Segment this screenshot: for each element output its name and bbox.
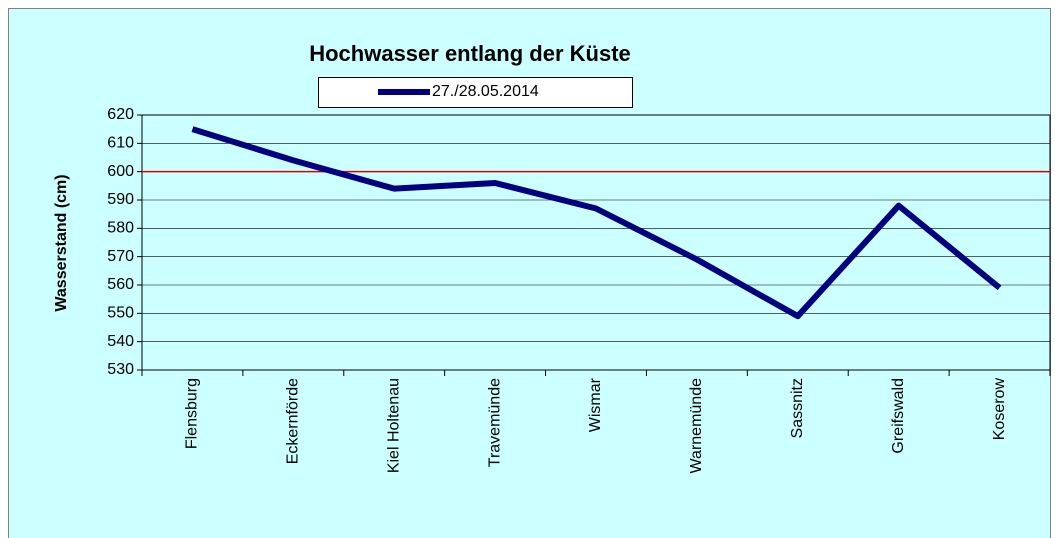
- y-tick-label: 560: [107, 276, 134, 293]
- y-tick-label: 540: [107, 333, 134, 350]
- chart-title: Hochwasser entlang der Küste: [309, 41, 631, 66]
- y-tick-label: 580: [107, 220, 134, 237]
- x-tick-label: Wismar: [587, 377, 604, 432]
- legend-label: 27./28.05.2014: [432, 83, 539, 100]
- x-tick-label: Travemünde: [486, 378, 503, 467]
- y-tick-label: 610: [107, 135, 134, 152]
- x-tick-label: Greifswald: [890, 378, 907, 454]
- x-tick-label: Kiel Holtenau: [385, 378, 402, 473]
- y-tick-label: 590: [107, 191, 134, 208]
- legend: [318, 77, 633, 108]
- y-tick-label: 620: [107, 106, 134, 123]
- x-tick-label: Sassnitz: [789, 378, 806, 438]
- y-axis-label: Wasserstand (cm): [53, 174, 70, 311]
- x-tick-label: Warnemünde: [688, 378, 705, 474]
- plot-border: [141, 114, 1051, 371]
- x-tick-label: Eckernförde: [285, 378, 302, 464]
- y-tick-label: 530: [107, 361, 134, 378]
- x-tick-label: Flensburg: [184, 378, 201, 449]
- y-tick-label: 600: [107, 163, 134, 180]
- y-tick-label: 550: [107, 305, 134, 322]
- y-tick-label: 570: [107, 248, 134, 265]
- data-line: [191, 126, 1002, 320]
- x-tick-label: Koserow: [991, 378, 1008, 441]
